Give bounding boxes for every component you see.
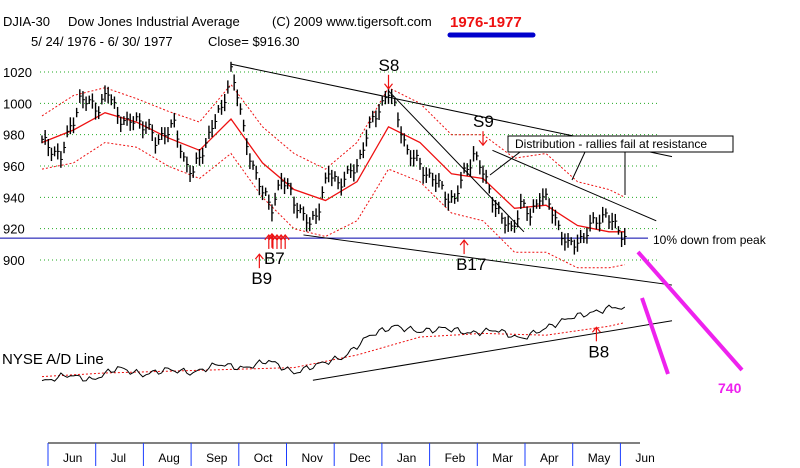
signal-b7-label: B7 [264, 249, 285, 268]
x-tick-label: Aug [158, 451, 179, 465]
distribution-box [507, 135, 734, 153]
x-tick-label: Nov [302, 451, 323, 465]
s9-decline-trendline [492, 149, 657, 222]
distribution-note: Distribution - rallies fail at resistanc… [515, 137, 707, 151]
close-label: Close= $916.30 [208, 34, 299, 49]
projection-line-upper [636, 250, 744, 372]
signal-cluster-4-arrow-head [280, 233, 290, 241]
x-tick-label: Sep [206, 451, 228, 465]
signal-cluster-1-arrow-head [268, 233, 278, 241]
ad-support-trendline [312, 320, 673, 381]
y-tick-label: 960 [3, 159, 25, 174]
ad-line [41, 304, 626, 382]
date-range-label: 5/ 24/ 1976 - 6/ 30/ 1977 [31, 34, 173, 49]
y-tick-label: 900 [3, 253, 25, 268]
x-tick-label: Dec [349, 451, 370, 465]
x-tick-label: Jun [63, 451, 82, 465]
signal-b9-arrow-head [254, 253, 264, 260]
x-axis: Jun Jul Aug Sep Oct Nov Dec Jan Feb Mar Apr May Jun [47, 442, 655, 466]
lower-band [41, 141, 625, 269]
x-tick-label: May [588, 451, 611, 465]
ad-moving-average [41, 322, 625, 378]
y-tick-label: 980 [3, 128, 25, 143]
projection-target-label: 740 [718, 380, 742, 396]
x-tick-label: Jan [397, 451, 416, 465]
x-tick-label: Apr [540, 451, 559, 465]
signal-cluster-2-arrow-head [272, 233, 282, 241]
signal-b17-label: B17 [456, 255, 486, 274]
x-tick-label: Jul [111, 451, 126, 465]
signal-b8-arrow-head [591, 326, 601, 333]
upper-band [41, 83, 626, 198]
projection-line-lower [640, 297, 670, 375]
x-tick-label: Feb [445, 451, 466, 465]
trendlines [230, 63, 673, 381]
distribution-pointer-mid [571, 151, 586, 181]
y-axis: 1020 1000 980 960 940 920 900 [3, 65, 32, 268]
signal-cluster-3-arrow-head [276, 233, 286, 241]
signal-b17-arrow-head [459, 239, 469, 246]
copyright-label: (C) 2009 www.tigersoft.com [272, 14, 432, 29]
y-tick-label: 920 [3, 222, 25, 237]
ad-line-panel [41, 304, 626, 382]
index-name-label: Dow Jones Industrial Average [68, 14, 240, 29]
y-tick-label: 1000 [3, 96, 32, 111]
signal-s9-arrow-head [478, 139, 488, 147]
signal-cluster-0-arrow-head [264, 233, 274, 241]
price-lower-trendline [303, 234, 673, 286]
price-series [41, 61, 627, 255]
s8-decline-trendline [388, 90, 525, 233]
signal-s9-label: S9 [473, 112, 494, 131]
period-badge: 1976-1977 [450, 14, 522, 31]
signal-b8-label: B8 [588, 342, 609, 361]
signal-s8-arrow-head [384, 83, 393, 90]
distribution-pointer-left [489, 151, 521, 176]
ticker-label: DJIA-30 [3, 14, 50, 29]
ten-percent-note: 10% down from peak [653, 233, 767, 247]
annotations: Distribution - rallies fail at resistanc… [489, 135, 767, 396]
y-tick-label: 1020 [3, 65, 32, 80]
y-tick-label: 940 [3, 190, 25, 205]
x-tick-label: Oct [254, 451, 273, 465]
ad-line-label: NYSE A/D Line [2, 351, 104, 368]
signal-b9-label: B9 [251, 269, 272, 288]
x-tick-label: Mar [492, 451, 513, 465]
signal-s8-label: S8 [379, 56, 400, 75]
x-tick-label: Jun [635, 451, 654, 465]
